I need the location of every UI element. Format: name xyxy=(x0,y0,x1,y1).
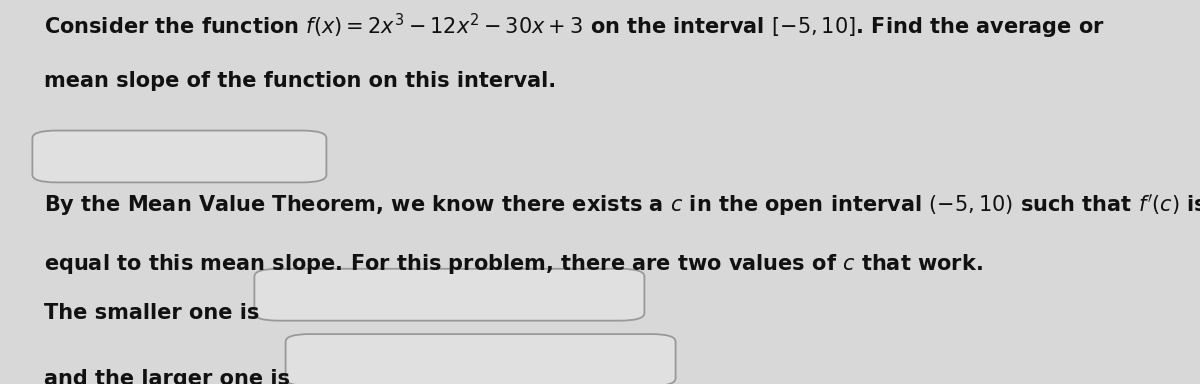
FancyBboxPatch shape xyxy=(254,269,644,321)
Text: By the Mean Value Theorem, we know there exists a $c$ in the open interval $(-5,: By the Mean Value Theorem, we know there… xyxy=(44,192,1200,218)
FancyBboxPatch shape xyxy=(286,334,676,384)
Text: mean slope of the function on this interval.: mean slope of the function on this inter… xyxy=(44,71,557,91)
Text: and the larger one is: and the larger one is xyxy=(44,369,290,384)
Text: The smaller one is: The smaller one is xyxy=(44,303,259,323)
FancyBboxPatch shape xyxy=(32,131,326,182)
Text: equal to this mean slope. For this problem, there are two values of $c$ that wor: equal to this mean slope. For this probl… xyxy=(44,252,983,276)
Text: Consider the function $f(x) = 2x^3 - 12x^2 - 30x + 3$ on the interval $[-5, 10]$: Consider the function $f(x) = 2x^3 - 12x… xyxy=(44,12,1105,41)
